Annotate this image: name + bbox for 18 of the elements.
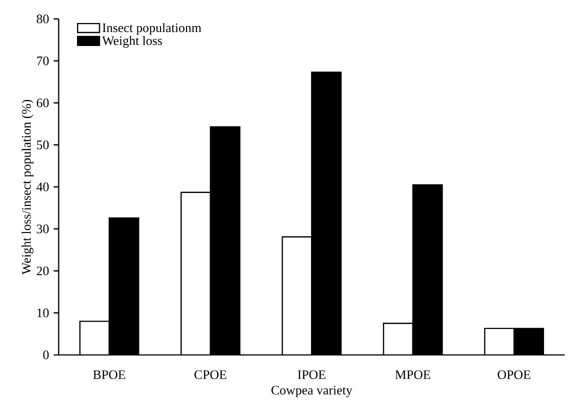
- y-tick-label: 80: [36, 14, 49, 24]
- y-tick-label: 60: [36, 98, 49, 108]
- x-tick-label: OPOE: [498, 370, 530, 380]
- x-tick-label: CPOE: [194, 370, 226, 380]
- legend-label: Weight loss: [102, 36, 162, 48]
- y-tick-label: 30: [36, 224, 49, 234]
- x-tick-label: BPOE: [93, 370, 126, 380]
- x-tick-label: IPOE: [298, 370, 326, 380]
- legend-label: Insect populationm: [102, 23, 202, 35]
- x-tick-label: MPOE: [395, 370, 430, 380]
- y-tick-label: 70: [37, 56, 49, 66]
- x-axis-title: Cowpea variety: [271, 386, 352, 398]
- y-tick-label: 50: [37, 140, 49, 150]
- y-tick-label: 20: [36, 266, 49, 276]
- y-tick-label: 10: [37, 308, 49, 318]
- y-tick-label: 40: [36, 182, 49, 192]
- y-axis-title: Weight loss/insect population (%): [22, 100, 34, 275]
- y-tick-label: 0: [43, 350, 49, 360]
